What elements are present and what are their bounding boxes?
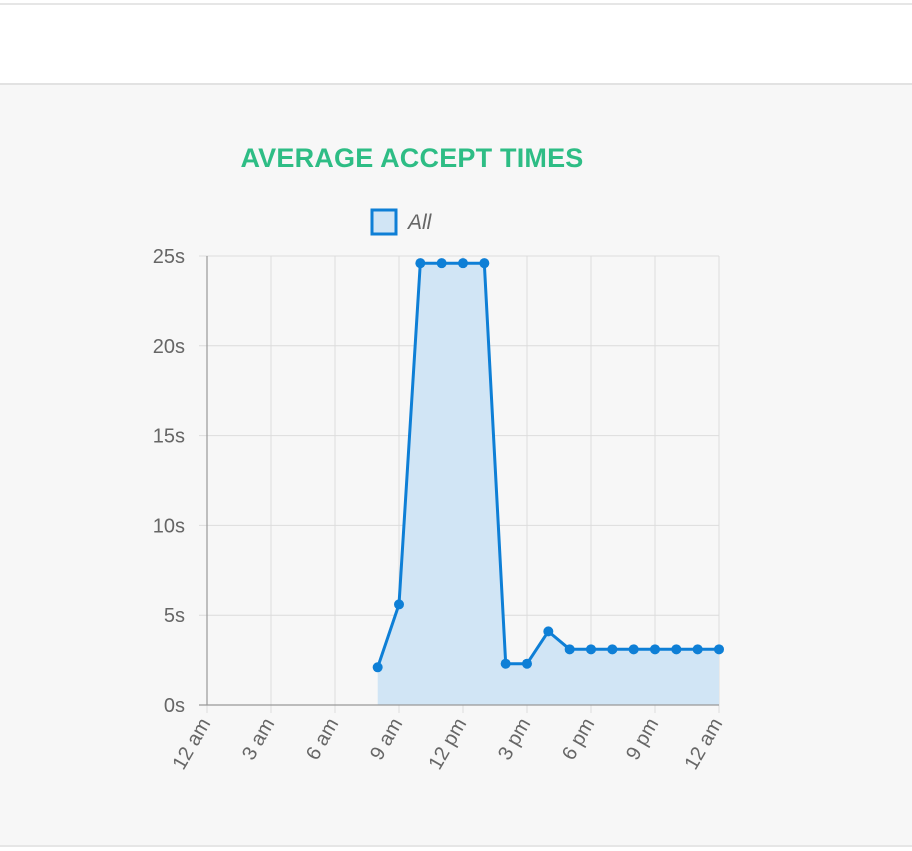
y-tick-label: 20s: [153, 336, 185, 358]
chart-area-layer: [377, 263, 719, 705]
data-point[interactable]: [650, 644, 660, 655]
legend-swatch[interactable]: [370, 208, 398, 236]
x-tick-label: 9 am: [366, 715, 407, 765]
data-point[interactable]: [564, 644, 575, 655]
x-tick-label: 12 am: [680, 715, 727, 774]
y-tick-label: 0s: [164, 695, 185, 717]
data-point[interactable]: [692, 644, 703, 655]
x-axis-labels: 12 am 3 am 6 am 9 am 12 pm 3 pm 6 pm 9 pm 12 am: [168, 715, 727, 774]
y-tick-label: 5s: [164, 605, 185, 627]
x-tick-label: 3 pm: [494, 715, 535, 765]
x-tick-label: 12 am: [168, 715, 215, 774]
y-tick-label: 25s: [153, 246, 185, 268]
data-point[interactable]: [415, 258, 426, 269]
x-tick-label: 3 am: [238, 715, 279, 765]
x-tick-label: 9 pm: [622, 715, 663, 765]
data-point[interactable]: [543, 626, 554, 637]
data-point[interactable]: [714, 644, 724, 655]
x-tick-label: 12 pm: [424, 715, 471, 774]
data-point[interactable]: [372, 662, 383, 673]
top-divider: [0, 3, 912, 5]
y-tick-label: 10s: [153, 515, 185, 537]
chart-points-layer: [372, 258, 724, 673]
x-tick-label: 6 am: [302, 715, 343, 765]
data-point[interactable]: [607, 644, 618, 655]
y-tick-label: 15s: [153, 426, 185, 448]
legend-label[interactable]: All: [406, 211, 433, 234]
data-point[interactable]: [586, 644, 596, 655]
data-point[interactable]: [479, 258, 490, 269]
y-axis-labels: 0s 5s 10s 15s 20s 25s: [153, 246, 185, 717]
data-point[interactable]: [394, 599, 404, 610]
header-bar: [0, 5, 912, 85]
data-point[interactable]: [458, 258, 468, 269]
series-area-fill: [377, 263, 719, 705]
data-point[interactable]: [671, 644, 682, 655]
data-point[interactable]: [628, 644, 639, 655]
chart-axes: [199, 256, 719, 706]
chart-legend[interactable]: All: [370, 208, 433, 236]
data-point[interactable]: [436, 258, 447, 269]
data-point[interactable]: [500, 658, 511, 669]
x-tick-label: 6 pm: [558, 715, 599, 765]
data-point[interactable]: [522, 658, 532, 669]
chart-title: AVERAGE ACCEPT TIMES: [240, 143, 584, 173]
